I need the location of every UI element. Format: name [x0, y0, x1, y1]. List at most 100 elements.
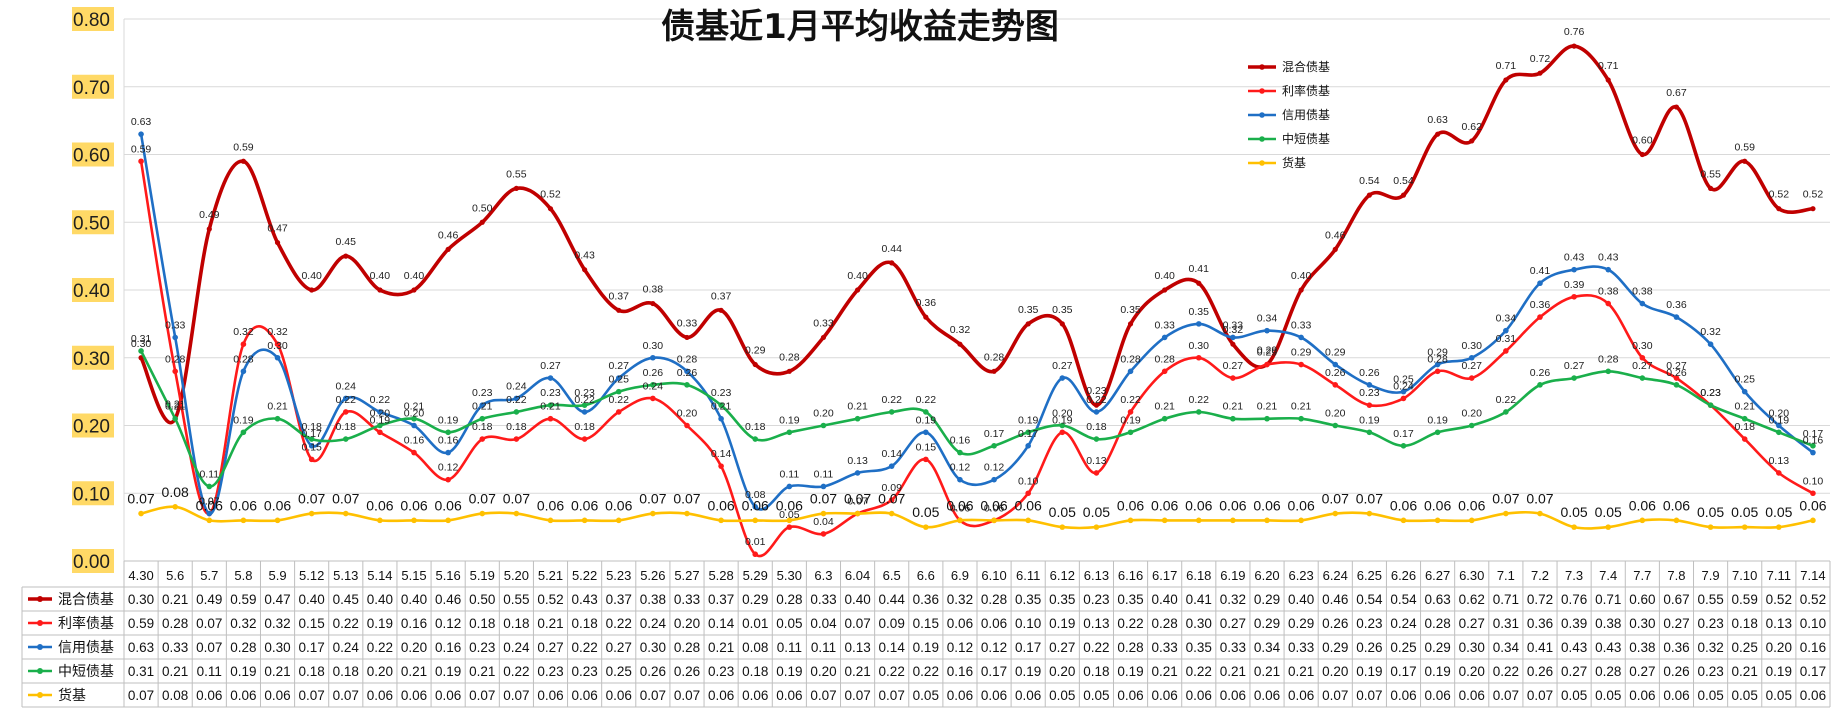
table-cell: 0.23: [469, 640, 495, 655]
data-point: [479, 415, 486, 422]
data-point: [343, 253, 349, 259]
data-label: 0.07: [469, 491, 496, 507]
data-point: [1195, 409, 1202, 415]
data-label: 0.63: [131, 116, 152, 128]
table-cell: 0.21: [1220, 664, 1246, 679]
data-label: 0.22: [881, 394, 902, 406]
table-cell: 0.06: [981, 616, 1007, 631]
data-point: [718, 402, 724, 408]
table-cell: 0.54: [1356, 592, 1383, 607]
table-cell: 0.06: [571, 688, 597, 703]
data-point: [1298, 334, 1304, 341]
data-label: 0.24: [643, 380, 664, 392]
data-point: [581, 436, 588, 442]
table-cell: 0.23: [1356, 616, 1382, 631]
table-cell: 0.07: [640, 688, 666, 703]
table-cell: 0.20: [674, 616, 700, 631]
table-cell: 0.26: [1356, 640, 1382, 655]
data-label: 0.37: [609, 290, 630, 302]
table-cell: 0.35: [1186, 640, 1212, 655]
data-label: 0.05: [1697, 504, 1724, 520]
table-cell: 0.18: [299, 664, 325, 679]
data-point: [1400, 192, 1407, 198]
data-point: [1264, 327, 1270, 334]
data-point: [718, 463, 724, 469]
table-cell: 0.25: [1732, 640, 1758, 655]
data-point: [684, 510, 690, 517]
data-point: [1571, 293, 1577, 300]
table-cell: 0.07: [503, 688, 529, 703]
data-point: [854, 287, 861, 293]
legend-marker: [1259, 88, 1265, 94]
table-cell: 0.32: [230, 616, 256, 631]
data-label: 0.25: [609, 374, 630, 386]
table-cell: 0.23: [571, 664, 597, 679]
table-cell: 0.22: [1186, 664, 1212, 679]
table-cell: 0.16: [401, 616, 427, 631]
table-cell: 0.29: [1424, 640, 1450, 655]
table-cell: 0.22: [571, 640, 597, 655]
data-label: 0.28: [1120, 353, 1141, 365]
x-tick-label: 6.6: [917, 568, 935, 583]
data-point: [1605, 266, 1612, 273]
data-label: 0.06: [230, 497, 257, 513]
data-label: 0.71: [1598, 60, 1619, 72]
y-tick-bg: [72, 7, 114, 31]
table-cell: 0.40: [1152, 592, 1178, 607]
table-cell: 0.20: [1322, 664, 1348, 679]
data-label: 0.29: [1257, 347, 1278, 359]
data-label: 0.23: [540, 387, 561, 399]
data-label: 0.41: [1189, 263, 1210, 275]
table-cell: 0.08: [742, 640, 768, 655]
table-cell: 0.19: [1015, 664, 1041, 679]
data-label: 0.23: [1359, 387, 1380, 399]
data-point: [1639, 151, 1645, 158]
table-cell: 0.06: [537, 688, 563, 703]
data-label: 0.06: [1458, 497, 1485, 513]
data-point: [1434, 517, 1441, 524]
data-point: [923, 456, 929, 463]
data-label: 0.62: [1462, 121, 1483, 133]
data-label: 0.25: [1734, 374, 1755, 386]
table-cell: 0.04: [810, 616, 837, 631]
table-cell: 0.22: [1493, 664, 1519, 679]
data-label: 0.07: [298, 491, 325, 507]
data-point: [752, 504, 759, 510]
data-point: [513, 510, 520, 517]
data-table: 4.30 5.6 5.7 5.8 5.9 5.12 5.13 5.14 5.15 5.16 5.19…: [21, 560, 1831, 708]
data-point: [1639, 517, 1646, 524]
table-cell: 0.36: [1663, 640, 1689, 655]
data-label: 0.47: [267, 223, 288, 235]
row-legend-marker: [37, 644, 43, 650]
data-point: [1605, 77, 1611, 83]
table-cell: 0.41: [1186, 592, 1212, 607]
data-label: 0.23: [1700, 387, 1721, 399]
data-point: [1059, 429, 1066, 436]
table-cell: 0.22: [879, 664, 905, 679]
table-cell: 0.36: [1527, 616, 1553, 631]
series-line: [139, 350, 1814, 488]
x-tick-label: 6.13: [1084, 568, 1109, 583]
data-label: 0.06: [1663, 497, 1690, 513]
data-label: 0.19: [1427, 414, 1448, 426]
data-point: [342, 436, 349, 442]
data-label: 0.22: [1120, 394, 1141, 406]
table-cell: 0.24: [503, 640, 530, 655]
data-point: [479, 510, 486, 517]
table-cell: 0.30: [264, 640, 290, 655]
data-label: 0.21: [165, 399, 186, 411]
table-cell: 0.05: [913, 688, 939, 703]
data-label: 0.29: [1291, 347, 1312, 359]
data-label: 0.06: [1799, 497, 1826, 513]
data-point: [1025, 490, 1031, 497]
data-label: 0.29: [1325, 347, 1346, 359]
data-point: [1707, 524, 1714, 530]
y-tick-bg: [72, 413, 114, 438]
row-legend-marker: [37, 668, 43, 674]
table-cell: 0.60: [1629, 592, 1655, 607]
data-label: 0.40: [1154, 270, 1175, 282]
data-label: 0.34: [1257, 313, 1278, 325]
table-cell: 0.28: [981, 592, 1007, 607]
x-tick-label: 6.24: [1323, 568, 1348, 583]
data-point: [1161, 415, 1168, 422]
